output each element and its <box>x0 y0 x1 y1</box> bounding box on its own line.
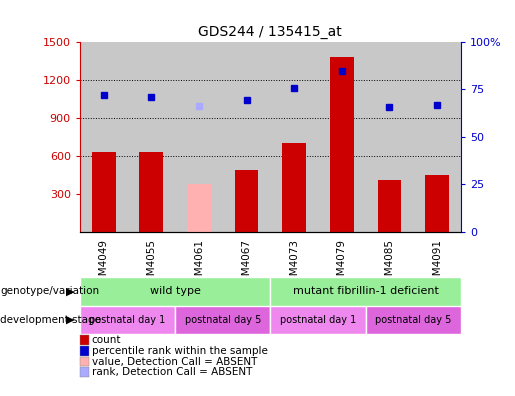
Bar <box>330 57 354 232</box>
Bar <box>270 277 461 306</box>
Bar <box>270 306 366 334</box>
Text: development stage: development stage <box>0 315 101 325</box>
Text: value, Detection Call = ABSENT: value, Detection Call = ABSENT <box>92 356 257 367</box>
Bar <box>413 42 461 232</box>
Text: postnatal day 1: postnatal day 1 <box>280 315 356 325</box>
Bar <box>270 42 318 232</box>
Bar <box>92 152 115 232</box>
Bar <box>80 306 175 334</box>
Text: percentile rank within the sample: percentile rank within the sample <box>92 346 268 356</box>
Title: GDS244 / 135415_at: GDS244 / 135415_at <box>198 25 342 39</box>
Bar <box>318 42 366 232</box>
Text: count: count <box>92 335 121 345</box>
Text: postnatal day 1: postnatal day 1 <box>89 315 166 325</box>
Bar <box>175 306 270 334</box>
Bar <box>366 306 461 334</box>
Bar <box>282 143 306 232</box>
Bar <box>222 42 270 232</box>
Bar <box>377 180 401 232</box>
Text: genotype/variation: genotype/variation <box>0 286 99 297</box>
Bar <box>187 183 211 232</box>
Text: rank, Detection Call = ABSENT: rank, Detection Call = ABSENT <box>92 367 252 377</box>
Text: ▶: ▶ <box>66 315 75 325</box>
Bar <box>80 42 128 232</box>
Text: mutant fibrillin-1 deficient: mutant fibrillin-1 deficient <box>293 286 439 297</box>
Bar <box>80 277 270 306</box>
Bar <box>366 42 413 232</box>
Text: postnatal day 5: postnatal day 5 <box>184 315 261 325</box>
Bar <box>140 152 163 232</box>
Text: ▶: ▶ <box>66 286 75 297</box>
Bar <box>175 42 222 232</box>
Bar <box>425 175 449 232</box>
Text: postnatal day 5: postnatal day 5 <box>375 315 452 325</box>
Bar <box>128 42 175 232</box>
Text: wild type: wild type <box>150 286 200 297</box>
Bar <box>235 169 259 232</box>
